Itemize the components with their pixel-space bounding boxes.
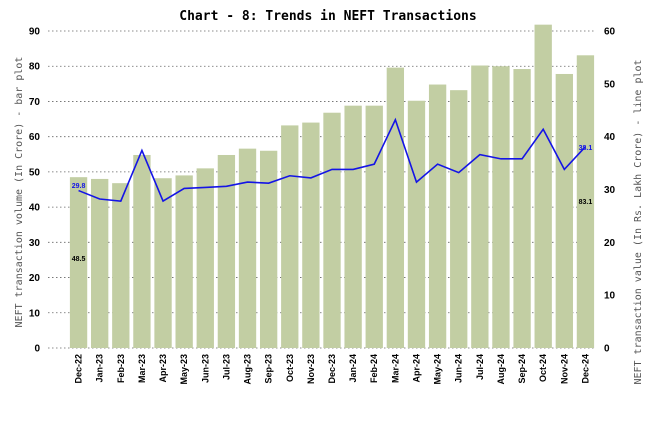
y2-tick-label: 30 (604, 185, 616, 196)
x-tick-label: Jan-23 (95, 354, 105, 383)
bar-Feb-23 (112, 183, 130, 348)
x-tick-label: Apr-24 (411, 354, 421, 383)
data-label: 48.5 (72, 256, 86, 263)
x-tick-label: Nov-23 (306, 354, 316, 384)
bar-Oct-23 (281, 125, 299, 348)
bar-Jul-23 (217, 154, 236, 348)
x-tick-label: May-23 (179, 354, 189, 385)
x-tick-label: Mar-23 (137, 354, 147, 383)
y-tick-label: 80 (29, 62, 41, 73)
x-tick-label: Mar-24 (390, 354, 400, 383)
x-tick-label: Dec-22 (74, 354, 84, 384)
bar-Jan-23 (91, 178, 109, 348)
bar-Mar-24 (386, 67, 405, 349)
x-tick-label: Aug-24 (496, 354, 506, 385)
y2-tick-label: 10 (604, 291, 616, 302)
x-tick-label: Jan-24 (348, 354, 358, 383)
bar-Aug-23 (238, 148, 257, 348)
x-tick-label: Feb-24 (369, 354, 379, 383)
y-tick-label: 90 (29, 27, 41, 38)
bar-Apr-24 (407, 100, 426, 349)
x-tick-label: Dec-23 (327, 354, 337, 384)
bar-Aug-24 (492, 66, 510, 348)
bar-Dec-22 (69, 177, 88, 348)
y-tick-label: 0 (34, 344, 40, 355)
y2-axis-label: NEFT transaction value (In Rs. Lakh Cror… (633, 59, 644, 384)
x-tick-label: Apr-23 (158, 354, 168, 383)
y2-tick-label: 40 (604, 132, 616, 143)
y-tick-label: 60 (29, 132, 41, 143)
x-tick-label: Jul-24 (475, 354, 485, 380)
x-tick-label: Dec-24 (580, 354, 590, 384)
y-tick-label: 30 (29, 238, 41, 249)
x-tick-label: Sep-23 (264, 354, 274, 384)
axis-ticks: 0 10 20 30 40 50 60 70 80 90 0 10 20 30 40 50 60 (29, 27, 616, 355)
bar-Dec-23 (323, 112, 341, 349)
bar-May-24 (428, 84, 447, 348)
bar-Sep-24 (513, 69, 531, 348)
y2-tick-label: 50 (604, 79, 616, 90)
x-tick-label: Jun-24 (454, 354, 464, 383)
bar-Jan-24 (344, 105, 362, 348)
x-tick-label: May-24 (433, 354, 443, 385)
bar-Oct-24 (534, 24, 552, 348)
x-tick-label: Aug-23 (243, 354, 253, 385)
bar-Nov-23 (302, 122, 320, 348)
bar-series (69, 24, 595, 349)
data-label: 38.1 (579, 145, 593, 152)
y2-tick-label: 0 (604, 344, 610, 355)
y-axis-label: NEFT transaction volume (In Crore) - bar… (14, 57, 25, 328)
x-tick-label: Oct-24 (538, 354, 548, 382)
data-label: 29.8 (72, 183, 86, 190)
bar-Dec-24 (576, 55, 595, 348)
y-tick-label: 50 (29, 167, 41, 178)
bar-Apr-23 (154, 178, 172, 348)
data-label: 83.1 (579, 199, 593, 206)
value-line (78, 117, 587, 203)
bar-Jul-24 (471, 65, 489, 349)
bar-Mar-23 (133, 154, 151, 348)
x-tick-label: Jul-23 (221, 354, 231, 380)
y-tick-label: 40 (29, 203, 41, 214)
bar-Nov-24 (555, 73, 573, 349)
y-tick-label: 70 (29, 97, 41, 108)
y-tick-label: 10 (29, 308, 41, 319)
y2-tick-label: 60 (604, 27, 616, 38)
x-tick-label: Oct-23 (285, 354, 295, 382)
bar-Jun-24 (450, 90, 468, 348)
x-tick-label: Jun-23 (200, 354, 210, 383)
bar-Sep-23 (259, 150, 278, 348)
y-tick-label: 20 (29, 273, 41, 284)
bar-May-23 (175, 175, 193, 348)
x-tick-label: Nov-24 (559, 354, 569, 384)
bar-Feb-24 (365, 105, 383, 348)
y2-tick-label: 20 (604, 238, 616, 249)
chart-title: Chart - 8: Trends in NEFT Transactions (179, 9, 476, 24)
x-tick-label: Feb-23 (116, 354, 126, 383)
line-series (78, 117, 587, 203)
bar-Jun-23 (196, 168, 214, 348)
x-tick-label: Sep-24 (517, 354, 527, 384)
x-axis-ticks: Dec-22 Jan-23 Feb-23 Mar-23 Apr-23 May-23 Jun-… (74, 354, 591, 385)
data-labels: 29.8 48.5 38.1 83.1 (72, 145, 593, 263)
